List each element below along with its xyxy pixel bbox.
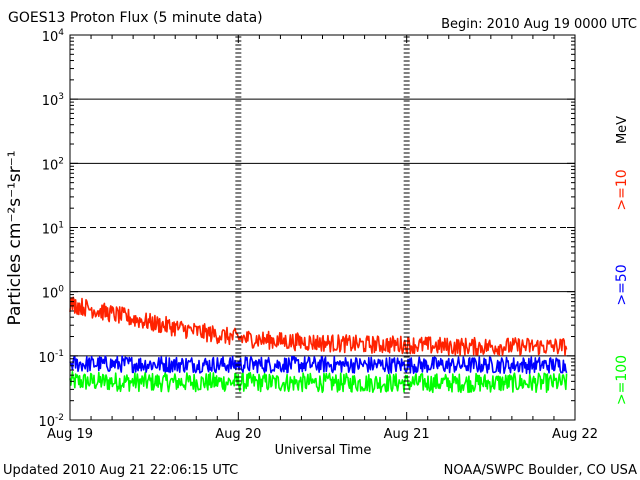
series-line — [69, 296, 568, 356]
x-tick-label: Aug 22 — [552, 427, 598, 442]
series-line — [69, 371, 568, 394]
reference-lines — [70, 98, 575, 357]
y-tick-label: 100 — [42, 285, 65, 302]
y-tick-label: 10-2 — [38, 413, 64, 430]
legend-unit: MeV — [615, 116, 630, 144]
y-tick-label: 103 — [42, 92, 64, 109]
data-source: NOAA/SWPC Boulder, CO USA — [444, 463, 637, 478]
x-tick-label: Aug 20 — [215, 427, 261, 442]
series-layer — [69, 296, 568, 394]
y-tick-label: 101 — [42, 221, 64, 238]
y-tick-label: 104 — [42, 28, 65, 45]
y-axis-title: Particles cm⁻²s⁻¹sr⁻¹ — [5, 150, 25, 325]
x-tick-label: Aug 19 — [47, 427, 93, 442]
x-tick-labels: Aug 19 Aug 20 Aug 21 Aug 22 — [47, 427, 598, 442]
y-tick-label: 102 — [42, 156, 64, 173]
legend-entry: >=100 — [614, 355, 630, 405]
y-tick-label: 10-1 — [38, 349, 64, 366]
updated-time: Updated 2010 Aug 21 22:06:15 UTC — [3, 463, 238, 478]
legend: MeV >=10 >=50 >=100 — [614, 116, 630, 405]
legend-entry: >=50 — [614, 264, 630, 305]
day-divider-ticks — [235, 36, 410, 398]
y-tick-labels: 104 103 102 101 100 10-1 10-2 — [38, 28, 64, 430]
axis-ticks — [69, 35, 576, 421]
x-axis-title: Universal Time — [275, 443, 372, 458]
chart-title: GOES13 Proton Flux (5 minute data) — [8, 10, 263, 26]
series-line — [69, 355, 568, 375]
legend-entry: >=10 — [614, 169, 630, 210]
x-tick-label: Aug 21 — [384, 427, 430, 442]
begin-time: Begin: 2010 Aug 19 0000 UTC — [441, 17, 637, 32]
